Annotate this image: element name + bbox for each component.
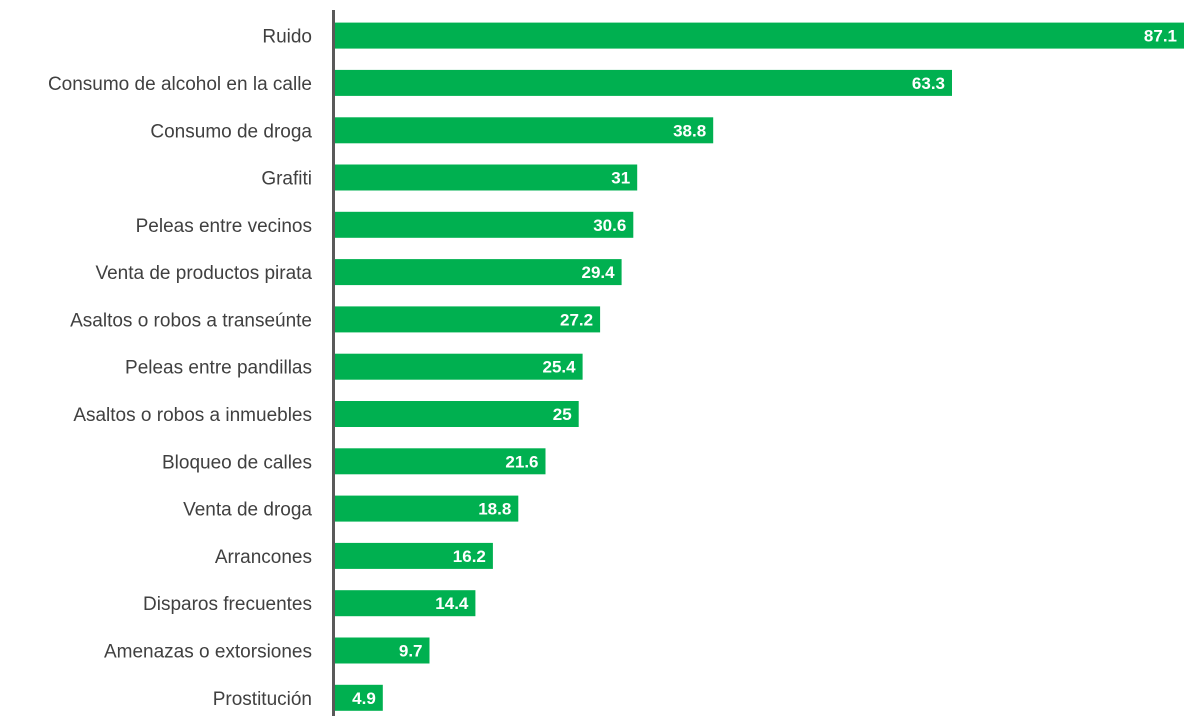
value-label: 25.4 bbox=[543, 358, 577, 377]
value-label: 9.7 bbox=[399, 642, 423, 661]
bar bbox=[335, 211, 634, 238]
category-label: Asaltos o robos a transeúnte bbox=[70, 310, 312, 331]
bar bbox=[335, 164, 638, 191]
category-label: Ruido bbox=[262, 27, 312, 48]
value-label: 21.6 bbox=[505, 452, 538, 471]
value-label: 63.3 bbox=[912, 74, 945, 93]
bar bbox=[335, 22, 1184, 49]
category-label: Venta de productos pirata bbox=[95, 263, 312, 284]
bar bbox=[335, 117, 714, 144]
category-label: Consumo de alcohol en la calle bbox=[48, 74, 312, 95]
value-label: 16.2 bbox=[453, 547, 486, 566]
bar bbox=[335, 495, 519, 522]
value-label: 87.1 bbox=[1144, 27, 1177, 46]
category-labels-group: Ruido Consumo de alcohol en la calle Consu… bbox=[48, 27, 312, 710]
bar bbox=[335, 401, 579, 427]
category-label: Peleas entre vecinos bbox=[136, 216, 312, 237]
category-label: Grafiti bbox=[261, 169, 312, 190]
category-label: Amenazas o extorsiones bbox=[104, 642, 312, 663]
category-label: Peleas entre pandillas bbox=[125, 358, 312, 379]
value-label: 30.6 bbox=[593, 216, 626, 235]
bar bbox=[335, 306, 601, 333]
category-label: Bloqueo de calles bbox=[162, 452, 312, 473]
bar bbox=[335, 637, 430, 664]
bar bbox=[335, 590, 476, 617]
category-label: Asaltos o robos a inmuebles bbox=[73, 405, 312, 426]
category-label: Disparos frecuentes bbox=[143, 594, 312, 615]
bar bbox=[335, 353, 583, 380]
bars-group bbox=[335, 22, 1184, 711]
value-label: 14.4 bbox=[435, 594, 469, 613]
value-label: 25 bbox=[553, 405, 572, 424]
category-label: Arrancones bbox=[215, 547, 312, 568]
value-label: 4.9 bbox=[352, 689, 376, 708]
category-label: Prostitución bbox=[213, 689, 312, 710]
value-label: 27.2 bbox=[560, 310, 593, 329]
value-label: 18.8 bbox=[478, 500, 511, 519]
bar bbox=[335, 542, 493, 569]
category-label: Consumo de droga bbox=[150, 121, 312, 142]
category-label: Venta de droga bbox=[183, 500, 312, 521]
bar bbox=[335, 448, 546, 475]
bar bbox=[335, 259, 622, 286]
value-label: 31 bbox=[611, 169, 630, 188]
value-label: 29.4 bbox=[582, 263, 616, 282]
value-labels-group: 87.1 63.3 38.8 31 30.6 29.4 27.2 25.4 25 21.6 18.8… bbox=[352, 27, 1177, 708]
bar bbox=[335, 69, 952, 96]
bar bbox=[335, 684, 383, 711]
value-label: 38.8 bbox=[673, 121, 706, 140]
